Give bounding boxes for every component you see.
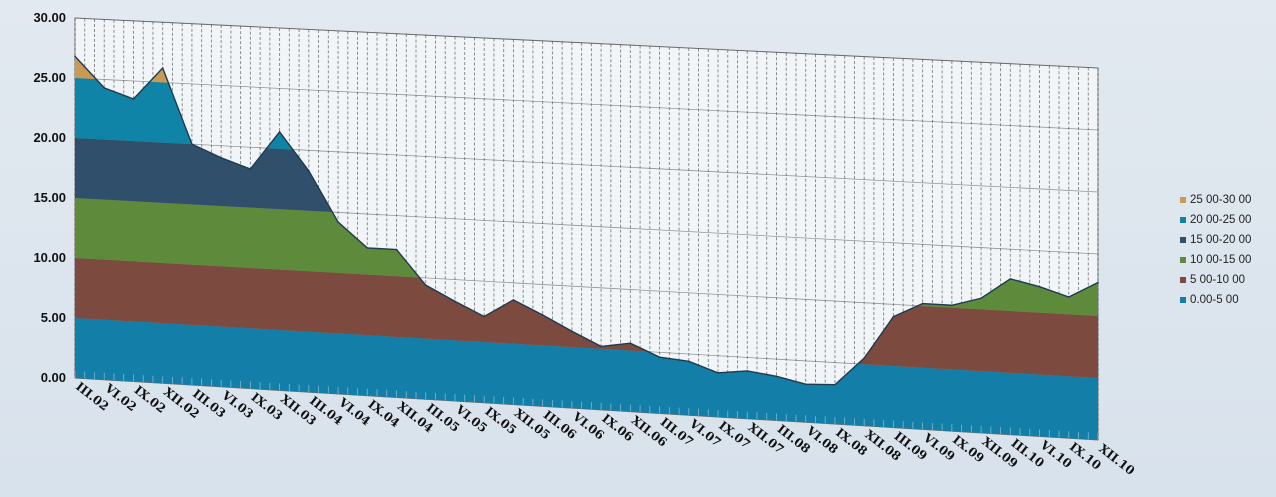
data-point	[834, 383, 836, 386]
legend-item: 15 00-20 00	[1180, 230, 1272, 250]
x-tick-label: IX.10	[1067, 440, 1104, 473]
x-tick-label: IX.05	[482, 404, 519, 437]
y-tick-label: 30.00	[33, 10, 66, 25]
x-tick-label: VI.05	[452, 402, 490, 436]
x-tick-label: VI.04	[335, 395, 373, 429]
data-point	[220, 156, 222, 159]
data-point	[249, 168, 252, 170]
legend: 25 00-30 00 20 00-25 00 15 00-20 00 10 00-1…	[1180, 190, 1272, 310]
legend-item: 10 00-15 00	[1180, 250, 1272, 270]
data-point	[161, 67, 164, 69]
legend-swatch	[1180, 297, 1186, 303]
data-point	[571, 330, 573, 333]
data-point	[804, 383, 807, 386]
x-tick-label: IX.03	[249, 390, 286, 423]
y-axis-ticks: 0.00 5.00 10.00 15.00 20.00 25.00 30.00	[33, 10, 66, 385]
grid-line-horizontal	[74, 137, 1099, 193]
data-point	[191, 143, 193, 145]
legend-label: 10 00-15 00	[1190, 254, 1252, 266]
y-tick-label: 0.00	[41, 370, 66, 385]
x-tick-label: VI.09	[920, 430, 958, 464]
data-point	[541, 314, 544, 316]
data-point	[980, 297, 982, 300]
x-tick-label: IX.08	[833, 425, 870, 458]
data-point	[1067, 296, 1070, 298]
x-tick-label: IX.06	[599, 411, 636, 444]
x-tick-label: VI.02	[102, 380, 140, 414]
grid-line-horizontal	[74, 77, 1099, 131]
legend-label: 20 00-25 00	[1190, 214, 1252, 226]
legend-label: 25 00-30 00	[1190, 194, 1252, 206]
y-tick-label: 25.00	[33, 70, 66, 85]
legend-label: 0.00-5 00	[1190, 294, 1239, 306]
legend-swatch	[1180, 217, 1186, 223]
data-point	[395, 248, 398, 251]
x-tick-label: VI.03	[219, 388, 257, 422]
data-point	[775, 375, 778, 378]
x-tick-label: IX.09	[950, 432, 987, 465]
y-tick-label: 10.00	[33, 250, 66, 265]
data-point	[717, 372, 719, 374]
y-tick-label: 20.00	[33, 130, 66, 145]
legend-item: 5 00-10 00	[1180, 270, 1272, 290]
data-point	[103, 87, 106, 89]
data-point	[688, 360, 690, 363]
data-point	[863, 357, 865, 359]
data-point	[74, 55, 76, 58]
x-tick-label: IX.02	[132, 383, 169, 416]
x-tick-label: IX.04	[365, 397, 402, 430]
data-point	[746, 370, 749, 372]
x-tick-label: VI.10	[1037, 437, 1075, 471]
legend-item: 25 00-30 00	[1180, 190, 1272, 210]
legend-swatch	[1180, 257, 1186, 263]
data-point	[600, 345, 602, 348]
data-point	[951, 304, 953, 307]
data-point	[337, 221, 339, 223]
area-band-0.00-5.00	[75, 318, 1098, 440]
legend-item: 20 00-25 00	[1180, 210, 1272, 230]
x-tick-label: IX.07	[716, 418, 753, 451]
y-tick-label: 5.00	[41, 310, 66, 325]
data-point	[921, 302, 924, 305]
data-point	[892, 315, 895, 318]
y-tick-label: 15.00	[33, 190, 66, 205]
data-point	[424, 284, 427, 286]
area-outline	[74, 55, 1099, 386]
data-point	[1097, 281, 1099, 284]
data-point	[366, 247, 369, 249]
x-tick-label: III.02	[73, 379, 111, 413]
series-line-total	[74, 55, 1099, 386]
x-tick-label: VI.07	[686, 416, 724, 450]
data-point	[278, 131, 281, 133]
x-tick-label: VI.06	[569, 409, 607, 443]
data-point	[132, 98, 135, 100]
legend-label: 15 00-20 00	[1190, 234, 1252, 246]
data-point	[483, 315, 486, 318]
legend-label: 5 00-10 00	[1190, 274, 1245, 286]
legend-swatch	[1180, 277, 1186, 283]
data-point	[1038, 285, 1041, 288]
data-point	[629, 342, 632, 345]
data-point	[512, 299, 515, 301]
data-point	[1009, 278, 1012, 280]
x-tick-label: VI.08	[803, 423, 841, 457]
legend-swatch	[1180, 197, 1186, 203]
legend-item: 0.00-5 00	[1180, 290, 1272, 310]
grid-line-horizontal	[74, 17, 1099, 69]
data-point	[308, 170, 310, 172]
legend-swatch	[1180, 237, 1186, 243]
data-point	[454, 300, 456, 303]
data-point	[658, 356, 661, 358]
